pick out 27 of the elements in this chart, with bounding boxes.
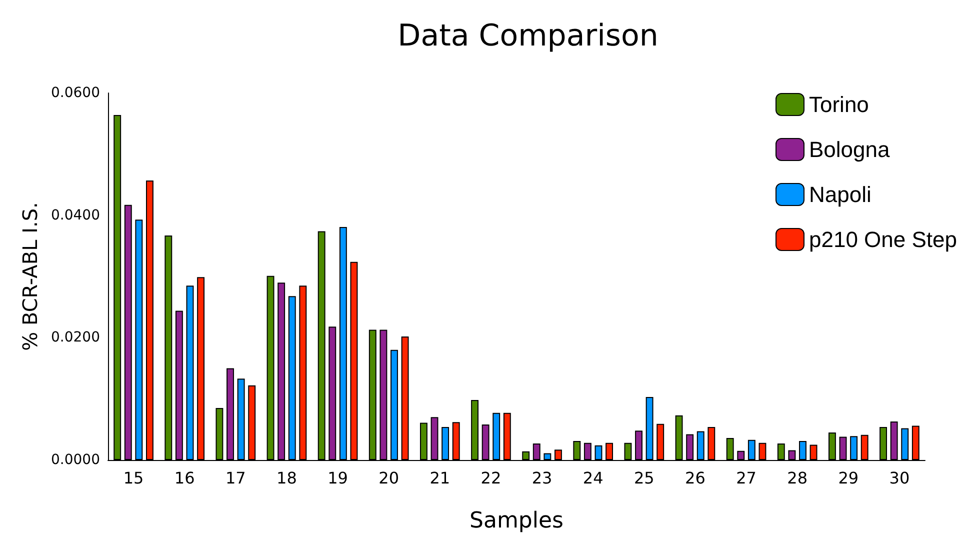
x-tick-label: 27 [736, 468, 756, 488]
x-tick-label: 17 [225, 468, 246, 488]
x-tick-label: 23 [532, 468, 552, 488]
x-tick-label: 19 [328, 468, 348, 488]
legend-label: p210 One Step [808, 227, 958, 252]
x-tick-label: 28 [787, 468, 808, 488]
x-tick-label: 22 [480, 468, 502, 488]
legend-label: Bologna [808, 137, 890, 162]
y-tick-label: 0.0600 [51, 85, 100, 101]
y-axis-title: % BCR-ABL I.S. [18, 202, 42, 351]
x-tick-label: 26 [685, 468, 706, 488]
x-tick-label: 16 [174, 468, 195, 488]
x-tick-label: 15 [123, 468, 144, 488]
legend-label: Torino [808, 92, 869, 117]
x-tick-label: 25 [634, 468, 654, 488]
x-tick-label: 24 [582, 468, 604, 488]
y-tick-label: 0.0200 [51, 330, 100, 346]
y-tick-label: 0.0000 [51, 452, 100, 468]
x-axis-title: Samples [470, 508, 564, 534]
x-tick-label: 29 [838, 468, 859, 488]
legend-label: Napoli [808, 182, 872, 207]
x-tick-label: 20 [378, 468, 400, 488]
x-tick-label: 21 [430, 468, 450, 488]
y-tick-label: 0.0400 [51, 207, 100, 224]
x-tick-label: 30 [889, 468, 910, 488]
chart-title: Data Comparison [398, 18, 658, 54]
x-tick-label: 18 [276, 468, 297, 488]
